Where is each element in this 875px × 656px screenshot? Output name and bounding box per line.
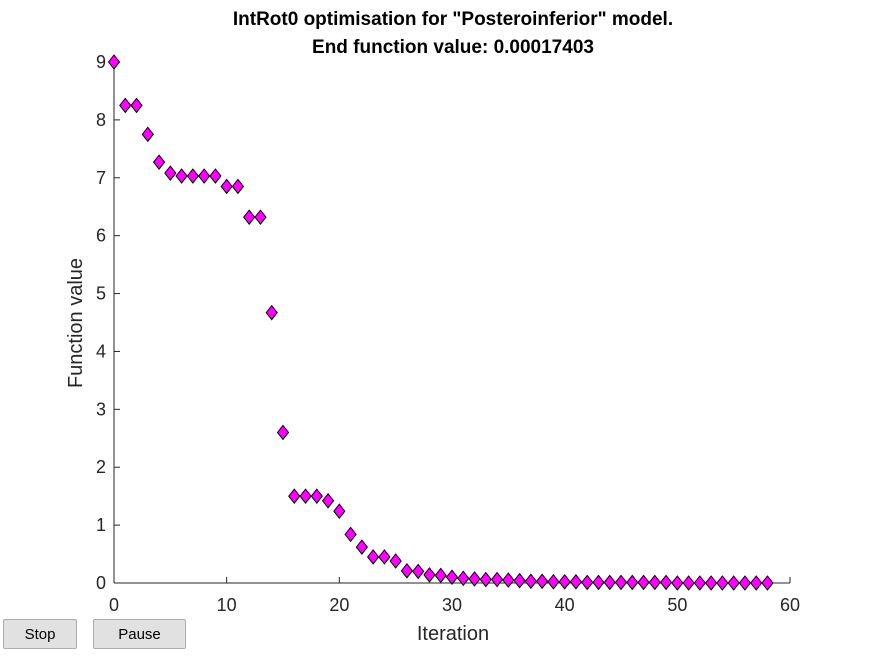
x-tick-label: 10 [217, 595, 237, 615]
data-point [412, 563, 425, 580]
chart-title: IntRot0 optimisation for "Posteroinferio… [233, 9, 673, 30]
data-point [243, 209, 256, 225]
data-point [333, 503, 346, 520]
data-point [445, 569, 459, 586]
data-point [693, 575, 707, 591]
data-point [299, 488, 312, 504]
data-point [107, 54, 121, 70]
data-point [423, 567, 436, 583]
data-point [130, 97, 143, 114]
data-point [119, 97, 132, 114]
data-point [535, 573, 549, 590]
data-point [614, 574, 628, 591]
data-series [107, 54, 774, 591]
data-point [355, 539, 369, 555]
data-point [400, 563, 414, 579]
data-point [603, 574, 616, 591]
data-point [479, 571, 492, 588]
data-point [231, 178, 245, 195]
data-point [344, 526, 357, 543]
data-point [310, 488, 323, 504]
data-point [434, 567, 447, 584]
data-point [648, 574, 661, 591]
data-point [457, 570, 470, 587]
data-point [626, 574, 639, 591]
data-point [288, 488, 301, 504]
y-tick-label: 8 [96, 110, 106, 130]
x-tick-label: 40 [555, 595, 575, 615]
data-point [220, 178, 233, 195]
data-point [513, 572, 526, 589]
data-point [366, 549, 380, 565]
data-point [704, 575, 718, 591]
data-point [265, 304, 278, 321]
y-axis-label: Function value [65, 258, 87, 388]
data-point [671, 575, 684, 591]
data-point [186, 168, 200, 184]
data-point [558, 574, 571, 590]
x-tick-label: 30 [442, 595, 462, 615]
y-axis-ticks: 0 1 2 3 4 5 6 7 8 9 [96, 52, 120, 593]
data-point [592, 574, 605, 591]
x-tick-label: 20 [329, 595, 349, 615]
data-point [175, 168, 188, 184]
data-point [468, 571, 481, 587]
data-point [321, 492, 335, 509]
data-point [254, 209, 267, 225]
data-point [490, 571, 504, 588]
x-axis-ticks: 0 10 20 30 40 50 60 [109, 577, 800, 615]
data-point [502, 572, 515, 588]
data-point [750, 575, 763, 591]
data-point [378, 549, 391, 565]
data-point [209, 168, 222, 184]
data-point [581, 574, 594, 591]
data-point [682, 575, 695, 591]
plot-area: 0 10 20 30 40 50 60 0 1 2 3 4 5 6 7 8 9 [96, 52, 800, 615]
x-axis-label: Iteration [417, 623, 489, 645]
data-point [727, 575, 740, 591]
data-point [141, 126, 154, 143]
data-point [761, 575, 774, 591]
data-point [716, 575, 729, 591]
data-point [389, 553, 402, 569]
y-tick-label: 9 [96, 52, 106, 72]
stop-button[interactable]: Stop [3, 619, 77, 649]
y-tick-label: 2 [96, 457, 106, 477]
y-tick-label: 7 [96, 168, 106, 188]
pause-button[interactable]: Pause [93, 619, 186, 649]
y-tick-label: 1 [96, 515, 106, 535]
y-tick-label: 3 [96, 399, 106, 419]
data-point [152, 154, 166, 170]
y-tick-label: 6 [96, 226, 106, 246]
x-tick-label: 60 [780, 595, 800, 615]
data-point [164, 165, 177, 181]
data-point [637, 574, 650, 591]
x-tick-label: 50 [667, 595, 687, 615]
x-tick-label: 0 [109, 595, 119, 615]
data-point [197, 168, 211, 184]
data-point [659, 574, 673, 591]
chart-subtitle: End function value: 0.00017403 [312, 37, 594, 58]
y-tick-label: 5 [96, 284, 106, 304]
y-tick-label: 0 [96, 573, 106, 593]
data-point [524, 573, 538, 590]
y-tick-label: 4 [96, 341, 106, 361]
data-point [569, 574, 583, 590]
data-point [276, 424, 290, 441]
data-point [547, 574, 560, 590]
data-point [738, 575, 752, 591]
